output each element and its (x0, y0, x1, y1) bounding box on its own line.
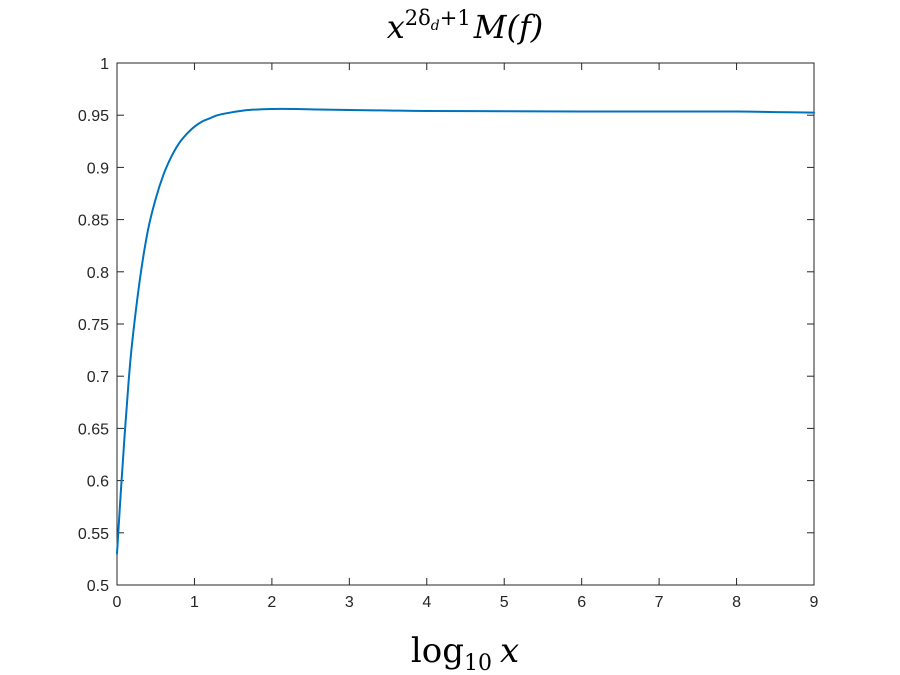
y-tick-label: 0.55 (78, 526, 109, 543)
x-axis-ticks: 0 1 2 3 4 5 6 7 8 9 (113, 63, 819, 611)
y-tick-label: 0.5 (87, 578, 109, 595)
y-tick-label: 0.6 (87, 474, 109, 491)
x-tick-label: 3 (345, 594, 354, 611)
x-tick-label: 1 (190, 594, 199, 611)
xlabel-sub: 10 (464, 651, 492, 675)
x-axis-label: log10 x (411, 631, 519, 675)
xlabel-fn: log (411, 631, 464, 671)
title-rest: M(f) (473, 8, 544, 46)
y-tick-label: 0.8 (87, 265, 109, 282)
y-tick-label: 1 (100, 56, 109, 73)
y-tick-label: 0.9 (87, 160, 109, 177)
x-tick-label: 0 (113, 594, 122, 611)
title-base: x (387, 8, 405, 46)
plot-frame (116, 62, 815, 586)
x-tick-label: 2 (267, 594, 276, 611)
title-exponent-sub: d (431, 18, 440, 34)
y-axis-ticks: 0.5 0.55 0.6 0.65 0.7 0.75 0.8 0.85 0.9 0.95 1 (78, 56, 814, 595)
series-layer (116, 107, 815, 555)
title-exponent-tail: +1 (440, 6, 471, 30)
x-tick-label: 8 (732, 594, 741, 611)
x-tick-label: 6 (577, 594, 586, 611)
x-tick-label: 7 (655, 594, 664, 611)
x-tick-label: 9 (810, 594, 819, 611)
x-tick-label: 5 (500, 594, 509, 611)
y-tick-label: 0.85 (78, 213, 109, 230)
plot-area (116, 62, 815, 586)
series-line (116, 107, 815, 555)
x-tick-label: 4 (422, 594, 431, 611)
title-exponent: 2δ (405, 6, 431, 30)
xlabel-var: x (500, 631, 519, 671)
y-tick-label: 0.65 (78, 421, 109, 438)
chart-title: x2δd+1M(f) (387, 6, 544, 46)
y-tick-label: 0.7 (87, 369, 109, 386)
y-tick-label: 0.95 (78, 108, 109, 125)
y-tick-label: 0.75 (78, 317, 109, 334)
